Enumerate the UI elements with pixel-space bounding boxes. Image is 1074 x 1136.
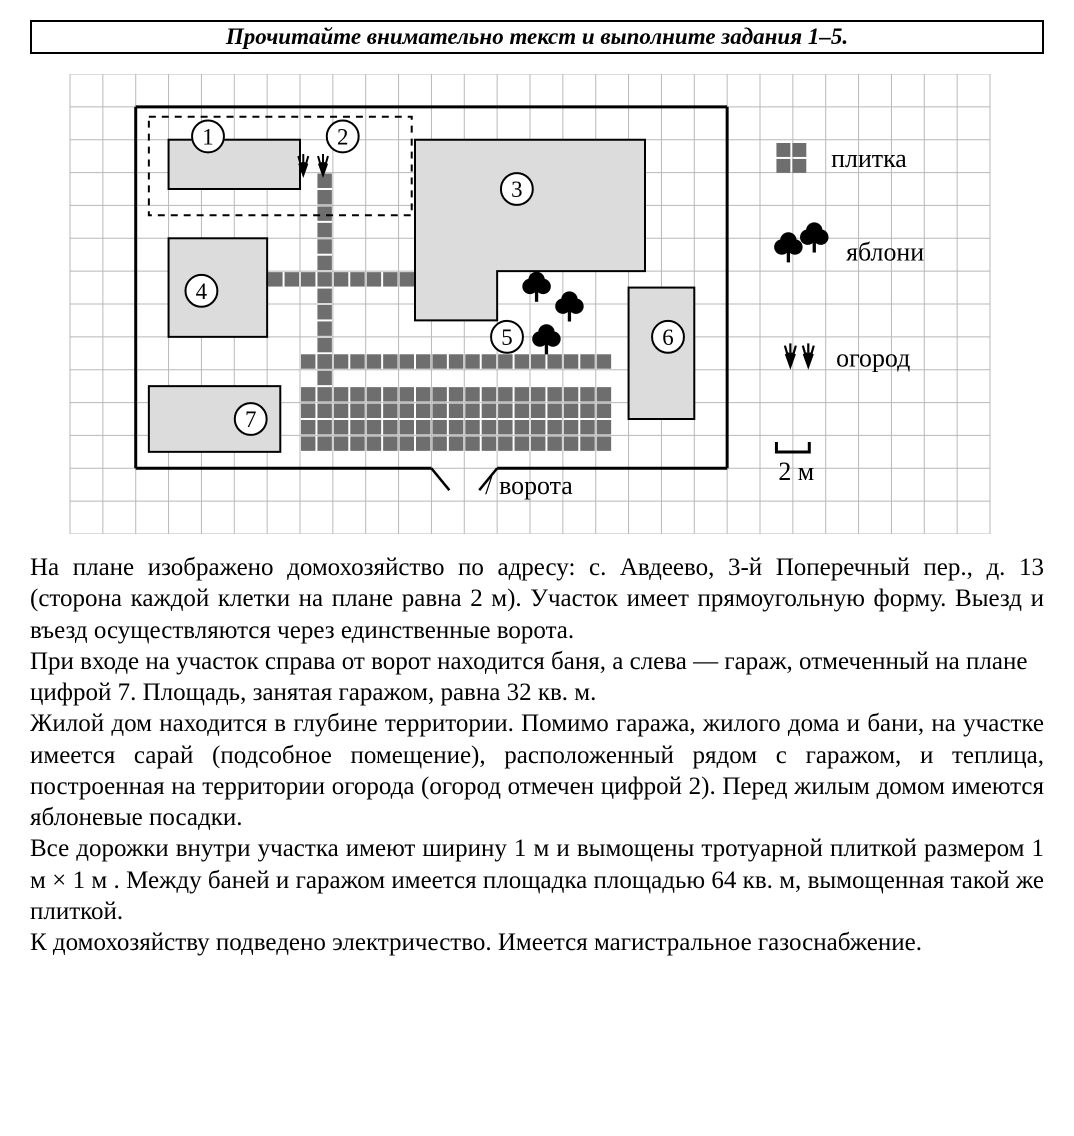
svg-text:6: 6 (662, 325, 673, 350)
svg-text:7: 7 (245, 407, 256, 432)
svg-text:яблони: яблони (846, 238, 924, 267)
instruction-text: Прочитайте внимательно текст и выполните… (226, 24, 848, 49)
svg-text:/: / (485, 471, 493, 500)
paragraph: При входе на участок справа от ворот нах… (30, 646, 1044, 709)
svg-text:5: 5 (501, 325, 512, 350)
svg-text:ворота: ворота (499, 471, 573, 500)
svg-text:1: 1 (202, 124, 213, 149)
plan-diagram: /ворота 1 2 3 4 5 6 7 плитка яблони огород 2 м (50, 74, 1024, 534)
paragraph: На плане изображено домохозяйство по адр… (30, 552, 1044, 646)
task-description: На плане изображено домохозяйство по адр… (30, 552, 1044, 958)
svg-text:плитка: плитка (831, 144, 907, 173)
paragraph: К домохозяйству подведено электричество.… (30, 927, 1044, 958)
paragraph: Все дорожки внутри участка имеют ширину … (30, 833, 1044, 927)
svg-text:3: 3 (511, 177, 522, 202)
svg-text:4: 4 (196, 279, 208, 304)
instruction-box: Прочитайте внимательно текст и выполните… (30, 20, 1044, 54)
svg-text:2: 2 (337, 124, 348, 149)
svg-text:2 м: 2 м (778, 457, 814, 486)
svg-text:огород: огород (836, 344, 910, 373)
paragraph: Жилой дом находится в глубине территории… (30, 708, 1044, 833)
